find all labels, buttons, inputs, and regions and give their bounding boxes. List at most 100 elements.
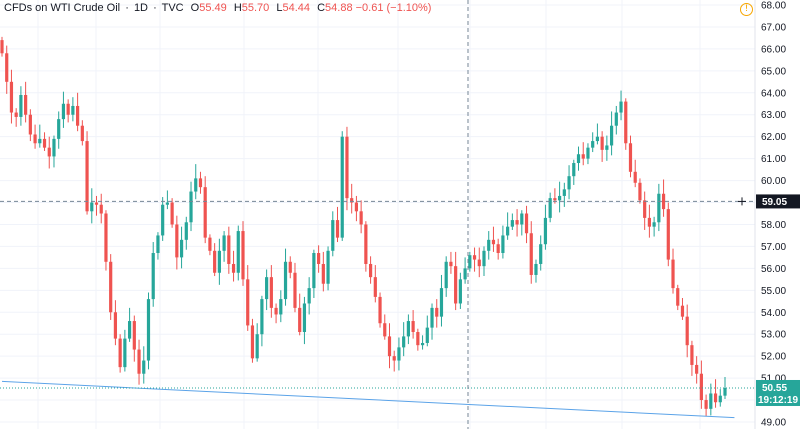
candle-body [61, 103, 66, 120]
candle-body [713, 393, 718, 403]
candle-body [76, 105, 80, 126]
candle-body [85, 141, 89, 212]
candle-body [208, 237, 212, 251]
candle-body [345, 136, 349, 199]
candle-body [383, 323, 387, 337]
chart-legend: CFDs on WTI Crude Oil · 1D · TVC O55.49 … [4, 2, 432, 14]
candle-body [194, 178, 198, 192]
candle-body [430, 307, 434, 328]
candle-body [515, 220, 519, 225]
candle-body [718, 395, 722, 403]
high-label: H [233, 2, 242, 14]
candle-body [562, 189, 566, 196]
alert-icon[interactable]: ! [740, 3, 753, 16]
candle-body [387, 336, 392, 357]
candle-body [66, 103, 70, 115]
candle-body [326, 250, 330, 284]
candle-body [435, 307, 439, 317]
candle-body [113, 312, 118, 339]
candle-body [534, 263, 538, 275]
candle-body [420, 342, 425, 346]
last-price-badge [756, 379, 800, 406]
candle-body [283, 261, 288, 300]
candle-body [520, 213, 524, 225]
crosshair-plus-icon[interactable] [738, 197, 746, 206]
candle-body [127, 321, 132, 339]
candle-body [175, 224, 179, 258]
candle-body [676, 288, 680, 306]
candle-body [118, 338, 122, 368]
candle-body [312, 253, 316, 289]
candle-body [666, 209, 670, 260]
candle-body [392, 356, 396, 361]
high-value: 55.70 [241, 2, 270, 14]
candle-body [624, 101, 628, 144]
candle-body [213, 250, 217, 273]
candle-body [699, 373, 703, 401]
candle-body [368, 263, 373, 278]
candle-body [576, 154, 581, 164]
candle-body [80, 125, 84, 142]
candle-body [406, 321, 410, 337]
candle-body [425, 327, 429, 343]
candle-body [104, 213, 108, 262]
candle-body [468, 255, 472, 269]
candle-body [52, 138, 56, 157]
price-axis[interactable]: 49.0050.0051.0052.0053.0054.0055.0056.00… [738, 0, 800, 429]
candle-body [628, 143, 633, 172]
candle-body [491, 239, 496, 245]
price-tick-label: 51.00 [761, 374, 786, 385]
candle-body [572, 163, 576, 177]
candle-body [269, 277, 273, 308]
candle-body [723, 387, 727, 396]
candle-body [198, 178, 203, 188]
candle-body [203, 187, 207, 238]
candle-body [293, 272, 297, 308]
candle-body [506, 226, 510, 236]
price-tick-label: 58.00 [761, 220, 786, 231]
open-label: O [190, 2, 200, 14]
candle-body [416, 332, 420, 346]
candle-body [165, 202, 169, 205]
candle-body [217, 250, 221, 273]
close-value: 54.88 [325, 2, 353, 14]
source-label: TVC [161, 2, 184, 14]
instrument-name[interactable]: CFDs on WTI Crude Oil [4, 2, 121, 14]
candle-body [57, 119, 61, 139]
candle-body [690, 345, 694, 365]
candle-body [250, 325, 255, 359]
candle-body [279, 299, 283, 315]
candle-body [709, 393, 713, 409]
candle-body [189, 191, 193, 223]
candle-body [680, 305, 685, 317]
candle-body [661, 193, 666, 210]
candle-body [605, 145, 609, 150]
candle-body [695, 364, 699, 374]
candle-body [454, 266, 458, 304]
trendline [1, 380, 735, 419]
interval-label[interactable]: 1D [133, 2, 148, 14]
candle-body [14, 112, 18, 117]
price-tick-label: 63.00 [761, 110, 786, 121]
candle-body [402, 336, 406, 348]
candle-body [350, 198, 354, 203]
candle-body [170, 202, 174, 225]
price-tick-label: 56.00 [761, 264, 786, 275]
candle-body [439, 288, 444, 317]
candle-body [123, 338, 127, 368]
price-tick-label: 61.00 [761, 154, 786, 165]
candle-body [298, 307, 302, 333]
candle-body [543, 217, 548, 245]
candle-body [38, 138, 42, 144]
candle-body [47, 147, 51, 157]
candle-body [265, 277, 269, 300]
change-value: −0.61 (−1.10%) [355, 2, 432, 14]
candle-body [591, 141, 595, 148]
candle-body [161, 204, 165, 236]
candle-body [255, 334, 259, 359]
candle-body [548, 198, 552, 218]
candle-body [321, 263, 325, 284]
candle-body [553, 198, 557, 201]
